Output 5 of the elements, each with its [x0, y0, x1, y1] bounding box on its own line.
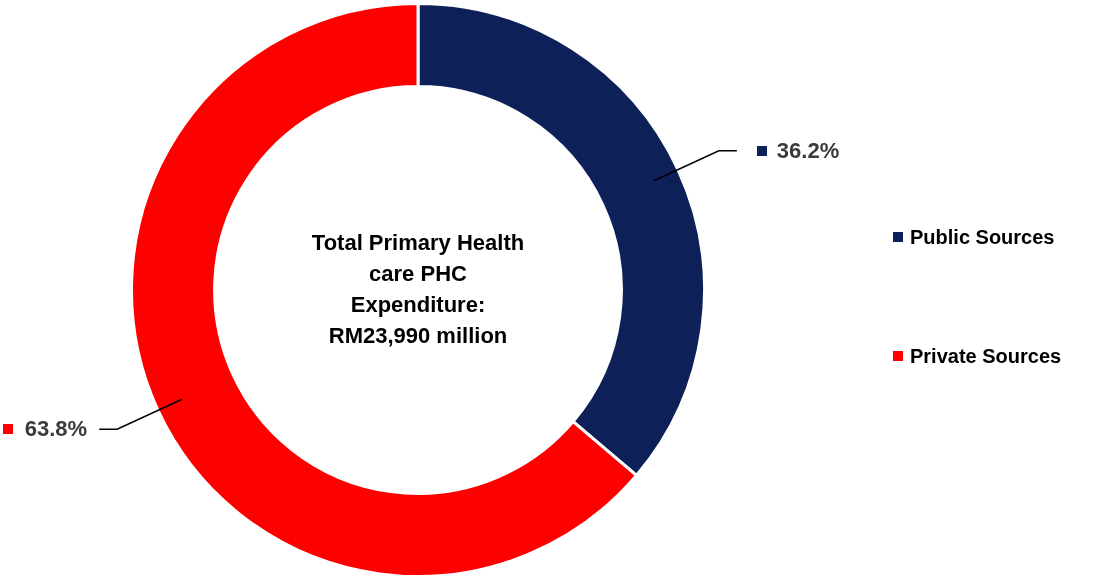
data-label: 36.2% — [776, 137, 840, 163]
legend-label: Private Sources — [910, 344, 1062, 367]
legend-label: Public Sources — [910, 225, 1055, 248]
data-label: 63.8% — [24, 416, 88, 442]
text: Total Primary Health care PHC Expenditure: RM23,990 million — [311, 229, 525, 348]
